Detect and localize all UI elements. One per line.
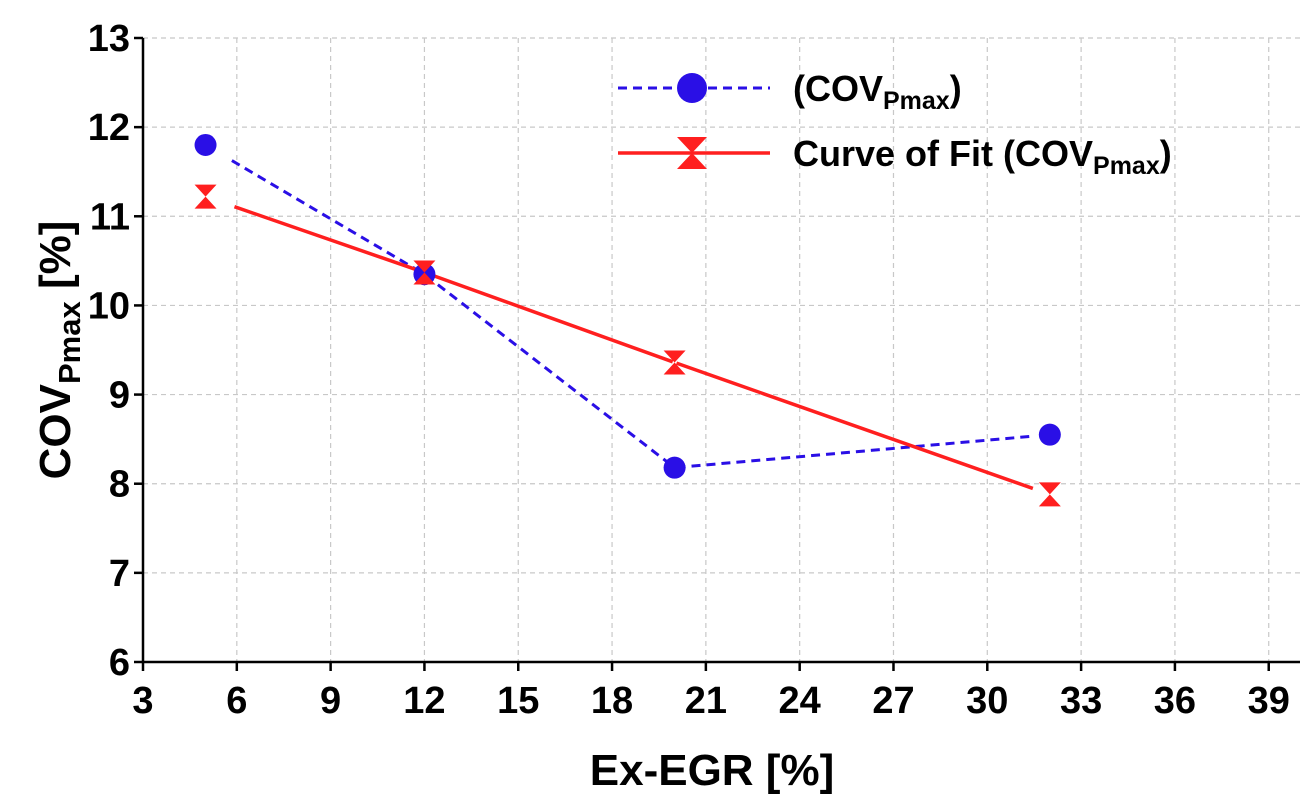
x-tick-label: 27	[872, 680, 914, 722]
y-tick-label: 8	[109, 464, 130, 506]
legend-label-fit-main: Curve of Fit (COV	[793, 133, 1093, 174]
legend-label-fit-suffix: )	[1160, 133, 1172, 174]
x-tick-label: 12	[403, 680, 445, 722]
y-tick-label: 12	[88, 107, 130, 149]
data-point-hourglass	[663, 350, 686, 375]
legend-label-measured-sub: Pmax	[883, 87, 950, 115]
legend-label-measured-main: (COV	[793, 68, 883, 109]
data-point-circle	[194, 133, 217, 156]
y-tick-label: 10	[88, 285, 130, 327]
legend-label-fit-sub: Pmax	[1093, 152, 1160, 180]
data-point-circle	[663, 456, 686, 479]
x-tick-label: 18	[591, 680, 633, 722]
x-tick-label: 21	[685, 680, 727, 722]
x-tick-label: 36	[1154, 680, 1196, 722]
x-tick-label: 30	[966, 680, 1008, 722]
x-tick-label: 6	[226, 680, 247, 722]
x-tick-label: 15	[497, 680, 539, 722]
y-axis-title-suffix: [%]	[31, 221, 80, 302]
legend-label-fit: Curve of Fit (COVPmax)	[793, 133, 1172, 180]
x-tick-label: 33	[1060, 680, 1102, 722]
legend-marker-hourglass	[677, 137, 707, 169]
data-point-circle	[1038, 423, 1061, 446]
x-tick-label: 39	[1248, 680, 1290, 722]
data-point-hourglass	[413, 260, 436, 285]
y-tick-label: 9	[109, 375, 130, 417]
legend: (COVPmax) Curve of Fit (COVPmax)	[618, 68, 1172, 180]
legend-marker-circle	[677, 73, 707, 103]
series-markers	[194, 133, 1061, 507]
x-tick-label: 24	[779, 680, 821, 722]
axes	[134, 36, 1300, 671]
y-axis-title-sub: Pmax	[52, 301, 87, 384]
legend-entry-fit: Curve of Fit (COVPmax)	[618, 133, 1172, 180]
legend-entry-measured: (COVPmax)	[618, 68, 962, 115]
y-axis-title: COVPmax [%]	[31, 221, 87, 480]
legend-label-measured-suffix: )	[950, 68, 962, 109]
legend-label-measured: (COVPmax)	[793, 68, 962, 115]
x-tick-label: 3	[132, 680, 153, 722]
y-tick-label: 6	[109, 642, 130, 684]
y-tick-label: 11	[90, 196, 130, 238]
x-axis-title: Ex-EGR [%]	[590, 746, 834, 795]
series-line-fit	[233, 205, 1034, 491]
series-line-measured	[231, 159, 1033, 469]
y-tick-label: 13	[88, 18, 130, 60]
data-point-hourglass	[194, 184, 217, 209]
x-tick-label: 9	[320, 680, 341, 722]
grid	[143, 37, 1300, 662]
y-axis-title-main: COV	[31, 383, 80, 479]
data-point-hourglass	[1038, 482, 1061, 507]
series-lines	[231, 159, 1034, 491]
y-tick-label: 7	[109, 553, 130, 595]
